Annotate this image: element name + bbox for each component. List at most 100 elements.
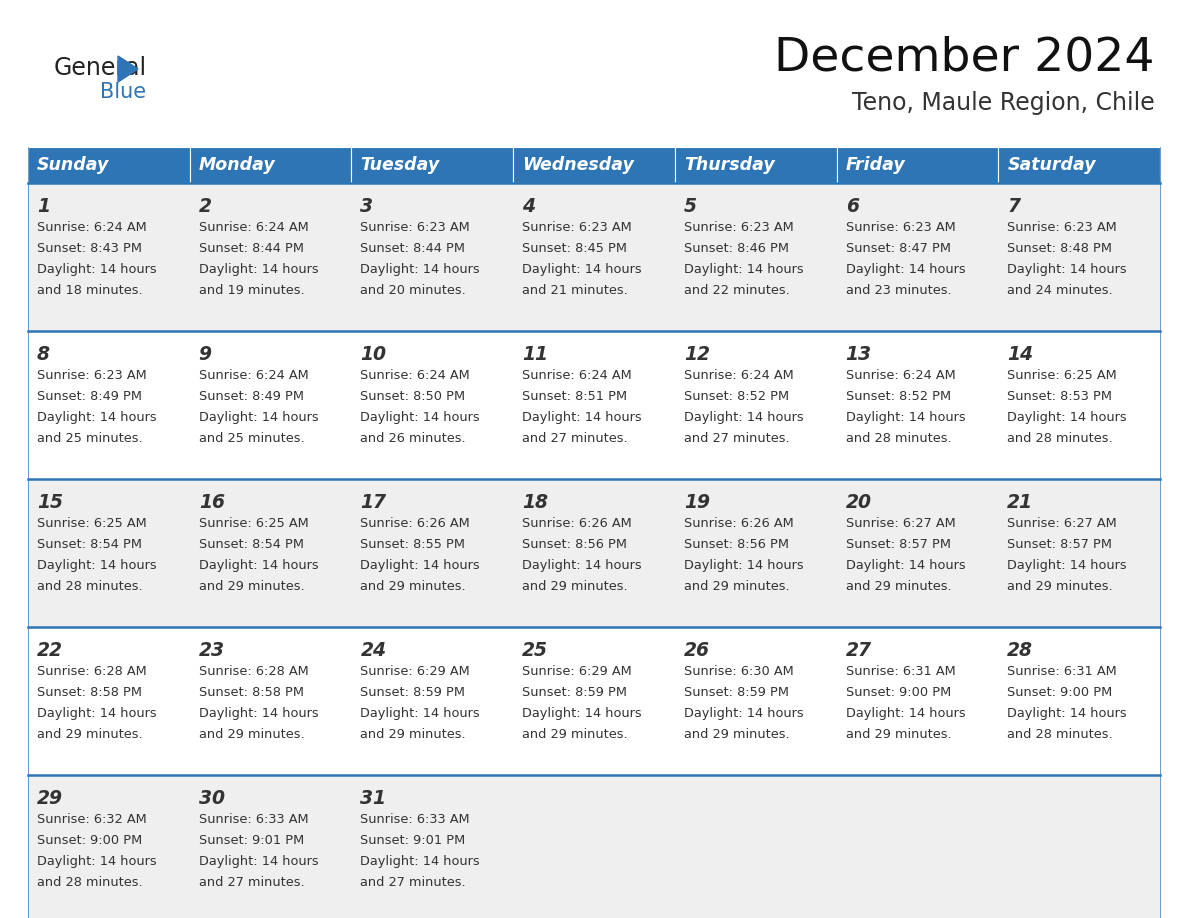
Text: Daylight: 14 hours: Daylight: 14 hours [360,411,480,424]
Bar [836,147,998,183]
Text: Sunrise: 6:23 AM: Sunrise: 6:23 AM [1007,221,1117,234]
Text: Daylight: 14 hours: Daylight: 14 hours [198,707,318,720]
Text: Sunrise: 6:24 AM: Sunrise: 6:24 AM [198,221,309,234]
Text: Sunset: 8:45 PM: Sunset: 8:45 PM [523,242,627,255]
Text: Daylight: 14 hours: Daylight: 14 hours [523,707,642,720]
Text: and 18 minutes.: and 18 minutes. [37,284,143,297]
Bar [29,479,1159,627]
Text: Daylight: 14 hours: Daylight: 14 hours [37,707,157,720]
Text: 21: 21 [1007,493,1034,512]
Text: 22: 22 [37,641,63,660]
Text: Daylight: 14 hours: Daylight: 14 hours [846,559,965,572]
Text: 3: 3 [360,197,373,216]
Text: Sunrise: 6:33 AM: Sunrise: 6:33 AM [360,813,470,826]
Text: Sunrise: 6:27 AM: Sunrise: 6:27 AM [846,517,955,530]
Text: 6: 6 [846,197,859,216]
Text: and 20 minutes.: and 20 minutes. [360,284,466,297]
Text: 17: 17 [360,493,386,512]
Text: Sunset: 8:49 PM: Sunset: 8:49 PM [198,390,304,403]
Text: Sunset: 8:49 PM: Sunset: 8:49 PM [37,390,143,403]
Text: 19: 19 [684,493,710,512]
Text: Daylight: 14 hours: Daylight: 14 hours [684,263,803,276]
Text: Sunrise: 6:33 AM: Sunrise: 6:33 AM [198,813,309,826]
Text: Sunset: 8:59 PM: Sunset: 8:59 PM [360,686,466,699]
Text: 2: 2 [198,197,211,216]
Text: Daylight: 14 hours: Daylight: 14 hours [523,263,642,276]
Text: Sunset: 9:01 PM: Sunset: 9:01 PM [198,834,304,847]
Text: and 28 minutes.: and 28 minutes. [1007,432,1113,445]
Text: and 25 minutes.: and 25 minutes. [198,432,304,445]
Bar [29,775,1159,918]
Text: 31: 31 [360,789,386,808]
Text: Daylight: 14 hours: Daylight: 14 hours [846,707,965,720]
Text: and 27 minutes.: and 27 minutes. [684,432,790,445]
Bar [29,627,1159,775]
Text: 12: 12 [684,345,710,364]
Text: Sunrise: 6:24 AM: Sunrise: 6:24 AM [846,369,955,382]
Text: Sunset: 8:43 PM: Sunset: 8:43 PM [37,242,143,255]
Text: and 27 minutes.: and 27 minutes. [360,876,466,889]
Text: and 29 minutes.: and 29 minutes. [846,580,952,593]
Text: Teno, Maule Region, Chile: Teno, Maule Region, Chile [852,91,1155,115]
Text: and 21 minutes.: and 21 minutes. [523,284,628,297]
Text: and 29 minutes.: and 29 minutes. [198,728,304,741]
Text: and 29 minutes.: and 29 minutes. [37,728,143,741]
Text: Sunrise: 6:26 AM: Sunrise: 6:26 AM [360,517,470,530]
Text: and 19 minutes.: and 19 minutes. [198,284,304,297]
Text: 13: 13 [846,345,872,364]
Text: 20: 20 [846,493,872,512]
Text: Sunset: 9:00 PM: Sunset: 9:00 PM [37,834,143,847]
Text: Daylight: 14 hours: Daylight: 14 hours [198,855,318,868]
Bar [998,147,1159,183]
Text: Sunrise: 6:29 AM: Sunrise: 6:29 AM [360,665,470,678]
Text: Sunset: 8:54 PM: Sunset: 8:54 PM [198,538,304,551]
Text: and 25 minutes.: and 25 minutes. [37,432,143,445]
Text: Sunset: 8:50 PM: Sunset: 8:50 PM [360,390,466,403]
Text: Daylight: 14 hours: Daylight: 14 hours [846,411,965,424]
Text: Monday: Monday [198,156,276,174]
Text: 27: 27 [846,641,872,660]
Text: Sunrise: 6:23 AM: Sunrise: 6:23 AM [360,221,470,234]
Text: 15: 15 [37,493,63,512]
Bar [352,147,513,183]
Text: Daylight: 14 hours: Daylight: 14 hours [523,559,642,572]
Text: 11: 11 [523,345,548,364]
Text: and 27 minutes.: and 27 minutes. [198,876,304,889]
Text: Sunset: 8:53 PM: Sunset: 8:53 PM [1007,390,1112,403]
Bar [675,147,836,183]
Text: Sunset: 8:52 PM: Sunset: 8:52 PM [846,390,950,403]
Text: and 22 minutes.: and 22 minutes. [684,284,790,297]
Text: Daylight: 14 hours: Daylight: 14 hours [360,855,480,868]
Text: Sunset: 8:59 PM: Sunset: 8:59 PM [684,686,789,699]
Text: Sunrise: 6:25 AM: Sunrise: 6:25 AM [37,517,147,530]
Text: Friday: Friday [846,156,905,174]
Text: and 28 minutes.: and 28 minutes. [1007,728,1113,741]
Text: Daylight: 14 hours: Daylight: 14 hours [37,411,157,424]
Text: Daylight: 14 hours: Daylight: 14 hours [1007,411,1127,424]
Text: Sunrise: 6:31 AM: Sunrise: 6:31 AM [846,665,955,678]
Text: Sunset: 8:44 PM: Sunset: 8:44 PM [360,242,466,255]
Text: Sunrise: 6:23 AM: Sunrise: 6:23 AM [684,221,794,234]
Text: Sunset: 8:46 PM: Sunset: 8:46 PM [684,242,789,255]
Text: and 27 minutes.: and 27 minutes. [523,432,627,445]
Text: Daylight: 14 hours: Daylight: 14 hours [37,559,157,572]
Text: Daylight: 14 hours: Daylight: 14 hours [1007,263,1127,276]
Text: Sunrise: 6:31 AM: Sunrise: 6:31 AM [1007,665,1117,678]
Text: 18: 18 [523,493,548,512]
Text: Sunrise: 6:24 AM: Sunrise: 6:24 AM [198,369,309,382]
Text: Daylight: 14 hours: Daylight: 14 hours [684,707,803,720]
Text: Sunset: 8:58 PM: Sunset: 8:58 PM [198,686,304,699]
Text: Sunrise: 6:26 AM: Sunrise: 6:26 AM [523,517,632,530]
Text: Sunrise: 6:25 AM: Sunrise: 6:25 AM [1007,369,1117,382]
Text: 4: 4 [523,197,535,216]
Text: 8: 8 [37,345,50,364]
Text: Sunrise: 6:27 AM: Sunrise: 6:27 AM [1007,517,1117,530]
Text: and 29 minutes.: and 29 minutes. [360,580,466,593]
Text: 1: 1 [37,197,50,216]
Text: 14: 14 [1007,345,1034,364]
Text: Sunset: 8:57 PM: Sunset: 8:57 PM [1007,538,1112,551]
Text: Daylight: 14 hours: Daylight: 14 hours [198,559,318,572]
Text: Sunrise: 6:28 AM: Sunrise: 6:28 AM [198,665,309,678]
Text: Sunrise: 6:24 AM: Sunrise: 6:24 AM [37,221,147,234]
Text: Sunset: 9:00 PM: Sunset: 9:00 PM [846,686,950,699]
